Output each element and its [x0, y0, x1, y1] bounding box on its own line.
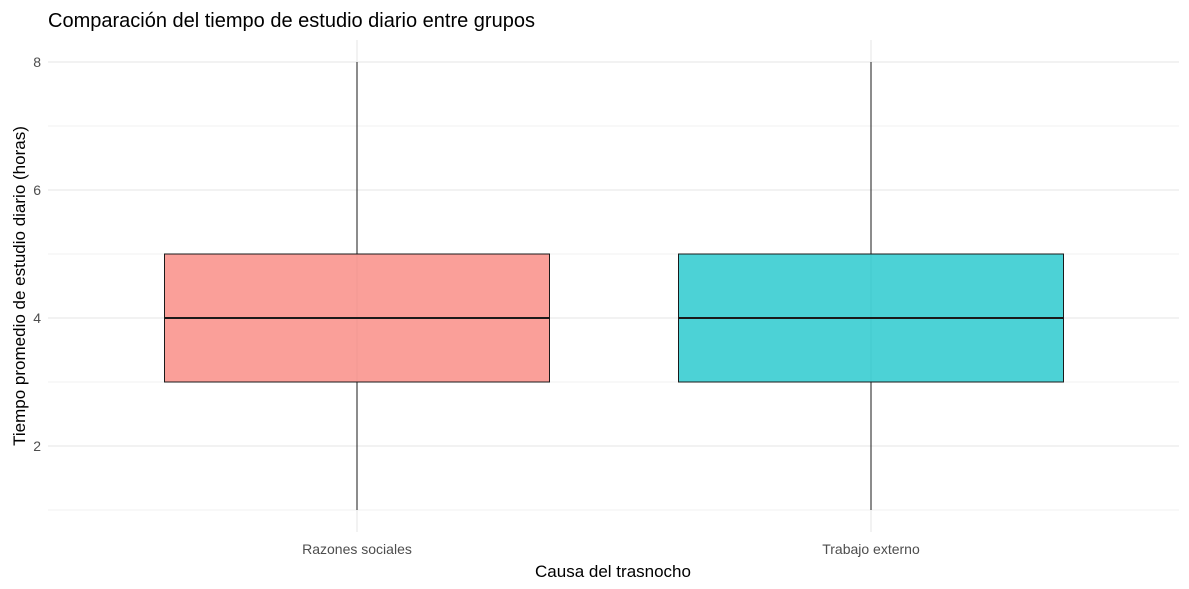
y-tick-label: 6 — [33, 182, 41, 198]
x-tick-label: Razones sociales — [302, 541, 412, 557]
y-tick-labels: 2 4 6 8 — [33, 54, 41, 454]
x-axis-title: Causa del trasnocho — [535, 562, 691, 581]
x-tick-label: Trabajo externo — [822, 541, 920, 557]
chart-title: Comparación del tiempo de estudio diario… — [48, 10, 535, 32]
y-tick-label: 2 — [33, 438, 41, 454]
y-tick-label: 4 — [33, 310, 41, 326]
y-axis-title: Tiempo promedio de estudio diario (horas… — [10, 126, 29, 446]
boxes — [164, 62, 1064, 510]
x-tick-labels: Razones sociales Trabajo externo — [302, 541, 920, 557]
y-tick-label: 8 — [33, 54, 41, 70]
